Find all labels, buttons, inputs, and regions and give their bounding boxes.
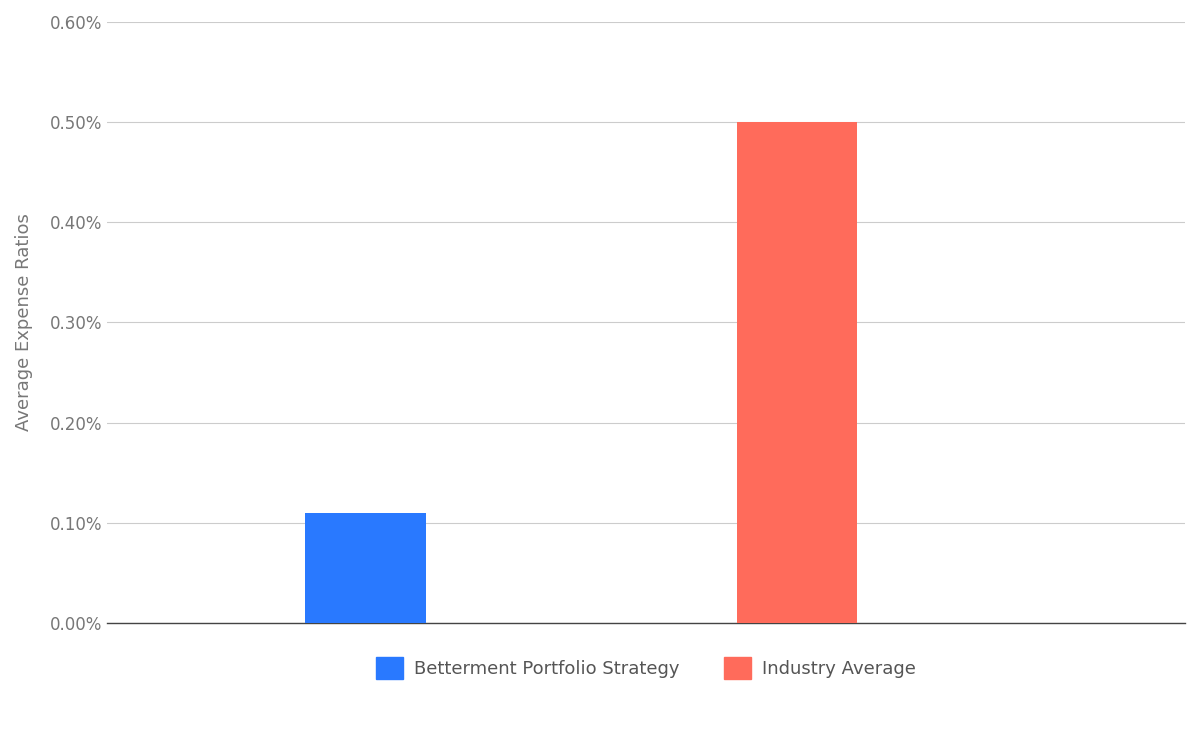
Bar bbox=[737, 122, 857, 623]
Y-axis label: Average Expense Ratios: Average Expense Ratios bbox=[14, 214, 34, 431]
Legend: Betterment Portfolio Strategy, Industry Average: Betterment Portfolio Strategy, Industry … bbox=[368, 649, 924, 686]
Bar bbox=[305, 513, 426, 623]
